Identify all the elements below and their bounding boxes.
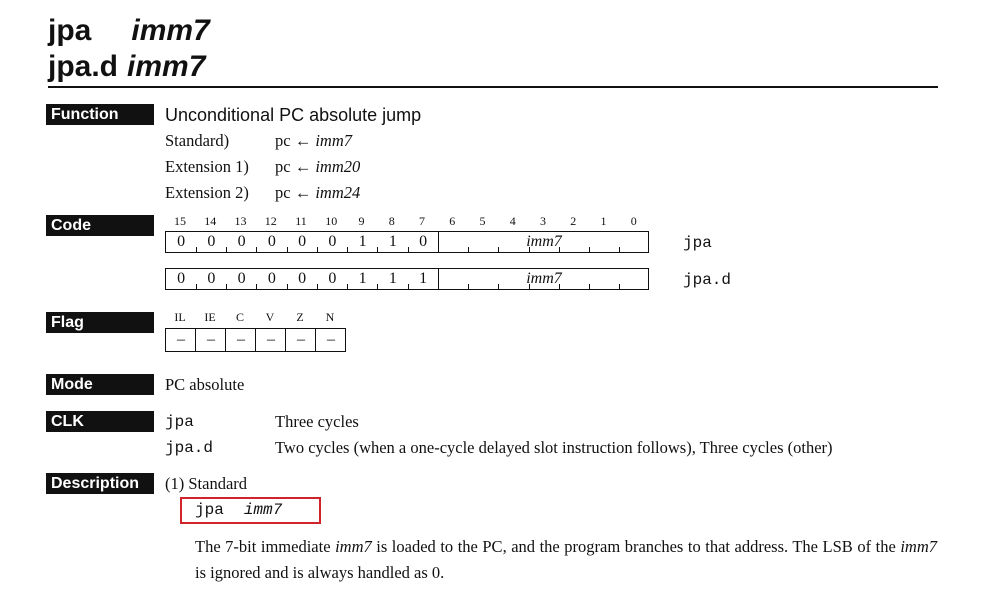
title-operand: imm7 bbox=[127, 50, 206, 83]
bit-number: 15 bbox=[174, 214, 186, 228]
function-row-label: Extension 2) bbox=[165, 183, 249, 202]
clk-mnemonic: jpa bbox=[165, 413, 194, 431]
flag-name: Z bbox=[296, 310, 304, 324]
section-label-code: Code bbox=[46, 215, 154, 236]
function-row: Extension 1) pc ← imm20 bbox=[165, 157, 360, 177]
bit-number: 10 bbox=[325, 214, 338, 228]
bit-number: 6 bbox=[449, 214, 456, 228]
para-text: The 7-bit immediate bbox=[195, 537, 336, 556]
flag-value: – bbox=[177, 331, 185, 348]
bit-cell: 0 bbox=[328, 233, 337, 250]
bit-number: 1 bbox=[600, 214, 607, 228]
syntax-mnemonic: jpa bbox=[195, 501, 224, 519]
clk-mnemonic: jpa.d bbox=[165, 439, 214, 457]
clk-text: Two cycles (when a one-cycle delayed slo… bbox=[275, 438, 833, 457]
flag-name: C bbox=[235, 310, 244, 324]
bit-cell: 0 bbox=[267, 233, 276, 250]
code-row-jpa: 0 0 0 0 0 0 1 1 0 imm7 bbox=[165, 231, 649, 253]
bit-number: 4 bbox=[509, 214, 516, 228]
function-row-pc: pc ← bbox=[275, 131, 312, 150]
section-label-flag: Flag bbox=[46, 312, 154, 333]
bit-number: 0 bbox=[630, 214, 637, 228]
flag-name: V bbox=[265, 310, 275, 324]
bit-cell: 0 bbox=[237, 233, 246, 250]
flag-value: – bbox=[237, 331, 245, 348]
section-label-mode: Mode bbox=[46, 374, 154, 395]
function-row-pc: pc ← bbox=[275, 183, 312, 202]
imm-field: imm7 bbox=[526, 270, 562, 287]
bit-cell: 0 bbox=[177, 270, 186, 287]
flag-value: – bbox=[207, 331, 215, 348]
bit-number: 5 bbox=[479, 214, 486, 228]
title-rule bbox=[48, 86, 938, 88]
description-heading: (1) Standard bbox=[165, 474, 248, 493]
mode-value: PC absolute bbox=[165, 375, 245, 394]
bit-cell: 0 bbox=[267, 270, 276, 287]
title-line-1: jpa imm7 bbox=[48, 14, 210, 48]
title-mnemonic: jpa.d bbox=[48, 50, 119, 83]
flag-name: N bbox=[325, 310, 335, 324]
flag-value: – bbox=[267, 331, 275, 348]
function-row-label: Extension 1) bbox=[165, 157, 249, 176]
bit-cell: 1 bbox=[419, 270, 428, 287]
bit-cell: 1 bbox=[388, 233, 397, 250]
function-summary: Unconditional PC absolute jump bbox=[165, 105, 422, 125]
bit-cell: 1 bbox=[358, 233, 367, 250]
bit-cell: 0 bbox=[207, 270, 216, 287]
bit-cell: 0 bbox=[298, 233, 307, 250]
flag-value: – bbox=[297, 331, 305, 348]
clk-text: Three cycles bbox=[275, 412, 359, 431]
bit-number: 9 bbox=[358, 214, 365, 228]
function-row-operand: imm20 bbox=[315, 157, 361, 176]
bit-number: 8 bbox=[388, 214, 395, 228]
code-row-jpa-d: 0 0 0 0 0 0 1 1 1 imm7 bbox=[165, 268, 649, 290]
bit-number: 12 bbox=[264, 214, 277, 228]
title-operand: imm7 bbox=[131, 14, 210, 47]
bit-number: 14 bbox=[204, 214, 217, 228]
code-mnemonic: jpa.d bbox=[683, 271, 732, 289]
bit-cell: 0 bbox=[419, 233, 428, 250]
flag-value: – bbox=[327, 331, 335, 348]
bit-cell: 1 bbox=[358, 270, 367, 287]
bit-number: 7 bbox=[419, 214, 425, 228]
bit-number: 11 bbox=[295, 214, 307, 228]
function-row-pc: pc ← bbox=[275, 157, 312, 176]
syntax-operand: imm7 bbox=[243, 501, 283, 519]
function-row-operand: imm7 bbox=[315, 131, 352, 150]
syntax-highlight-box bbox=[180, 497, 321, 524]
flag-name: IL bbox=[174, 310, 186, 324]
bit-cell: 0 bbox=[177, 233, 186, 250]
para-text: is ignored and is always handled as 0. bbox=[195, 563, 445, 582]
flag-table: – – – – – – bbox=[165, 328, 346, 352]
function-row-label: Standard) bbox=[165, 131, 230, 150]
bit-cell: 0 bbox=[328, 270, 337, 287]
function-row: Standard) pc ← imm7 bbox=[165, 131, 352, 151]
bit-number: 3 bbox=[540, 214, 546, 228]
title-mnemonic: jpa bbox=[48, 14, 92, 47]
flag-name: IE bbox=[204, 310, 216, 324]
bit-number: 2 bbox=[570, 214, 577, 228]
bit-cell: 0 bbox=[237, 270, 246, 287]
para-imm: imm7 bbox=[900, 537, 937, 556]
bit-cell: 1 bbox=[388, 270, 397, 287]
code-mnemonic: jpa bbox=[683, 234, 712, 252]
syntax-line: jpa imm7 bbox=[195, 500, 282, 520]
title-line-2: jpa.d imm7 bbox=[48, 50, 205, 84]
para-imm: imm7 bbox=[335, 537, 372, 556]
function-row: Extension 2) pc ← imm24 bbox=[165, 183, 360, 203]
section-label-clk: CLK bbox=[46, 411, 154, 432]
bit-cell: 0 bbox=[207, 233, 216, 250]
function-row-operand: imm24 bbox=[315, 183, 361, 202]
bit-number: 13 bbox=[234, 214, 247, 228]
bit-cell: 0 bbox=[298, 270, 307, 287]
imm-field: imm7 bbox=[526, 233, 562, 250]
section-label-description: Description bbox=[46, 473, 154, 494]
section-label-function: Function bbox=[46, 104, 154, 125]
description-paragraph: The 7-bit immediate imm7 is loaded to th… bbox=[195, 534, 937, 586]
para-text: is loaded to the PC, and the program bra… bbox=[371, 537, 901, 556]
